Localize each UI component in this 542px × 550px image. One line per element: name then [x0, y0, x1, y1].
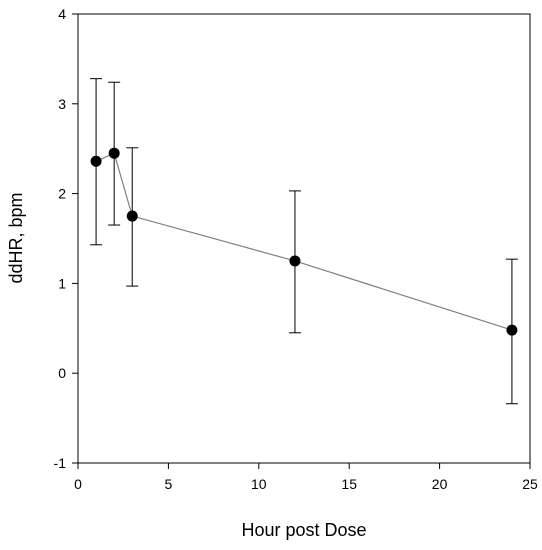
y-tick-label: 3	[58, 96, 66, 112]
error-bars	[90, 78, 518, 405]
data-point	[126, 210, 138, 222]
y-tick-label: 1	[58, 275, 66, 291]
x-tick-label: 25	[522, 476, 538, 492]
x-axis-ticks: 0 5 10 15 20 25	[74, 463, 538, 492]
x-tick-label: 20	[432, 476, 448, 492]
plot-frame	[77, 13, 531, 464]
series-line-group	[95, 152, 513, 331]
x-axis-title: Hour post Dose	[241, 520, 366, 540]
y-tick-label: 4	[58, 6, 66, 22]
data-point	[90, 155, 102, 167]
y-tick-label: 0	[58, 365, 66, 381]
y-tick-label: 2	[58, 186, 66, 202]
y-tick-label: -1	[54, 455, 67, 471]
x-tick-label: 0	[74, 476, 82, 492]
x-tick-label: 15	[341, 476, 357, 492]
data-point	[289, 255, 301, 267]
y-axis-title: ddHR, bpm	[6, 192, 26, 283]
data-point	[506, 324, 518, 336]
data-point	[108, 147, 120, 159]
y-axis-ticks: -1 0 1 2 3 4	[54, 6, 78, 471]
data-points	[90, 147, 518, 336]
series-line	[95, 152, 513, 331]
x-tick-label: 10	[251, 476, 267, 492]
x-tick-label: 5	[165, 476, 173, 492]
